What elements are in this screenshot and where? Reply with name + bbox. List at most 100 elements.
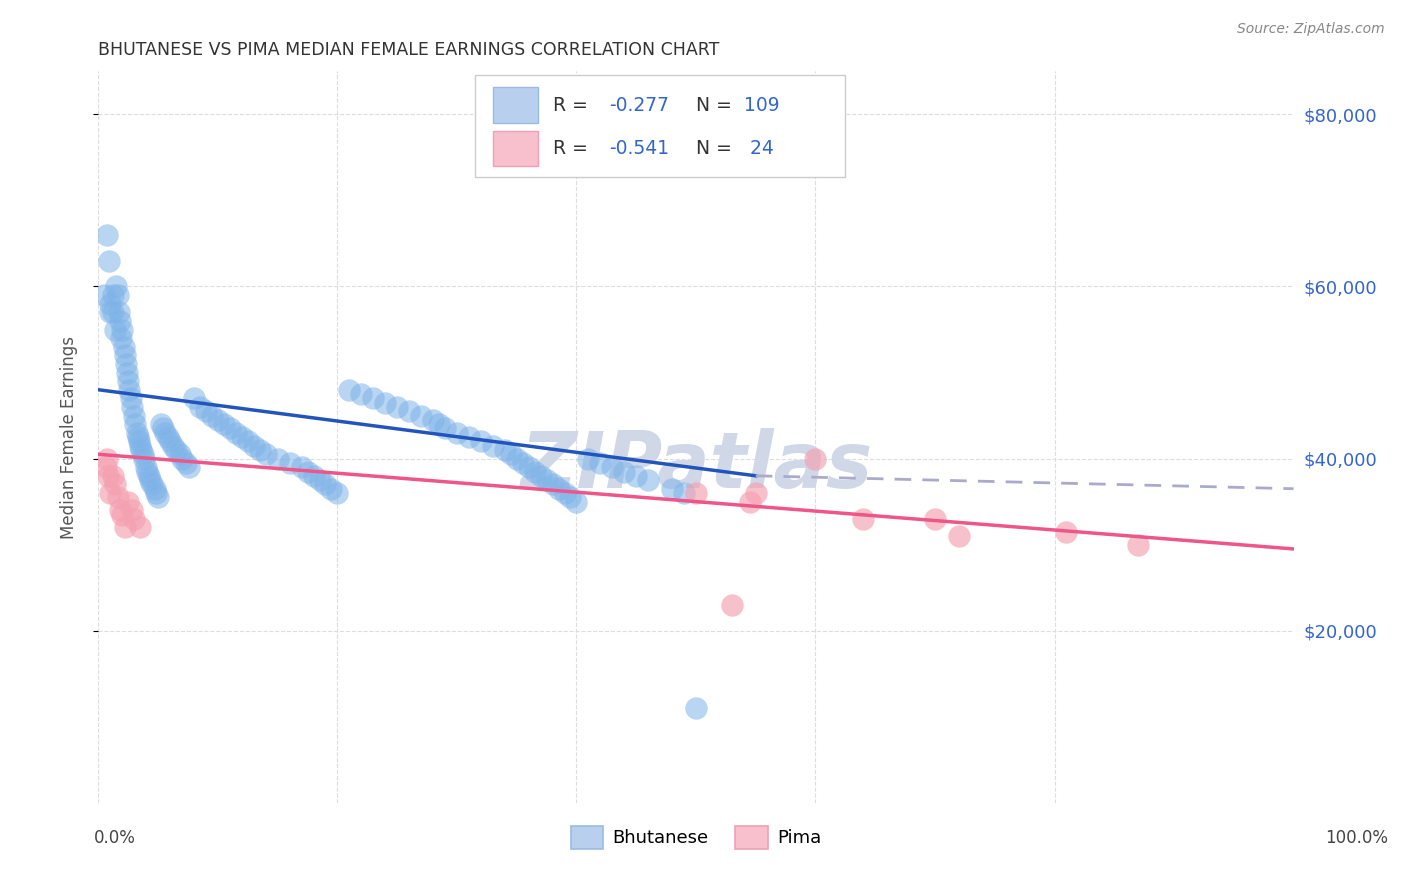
Point	[602, 460, 624, 475]
Point	[613, 465, 636, 479]
Point	[105, 279, 128, 293]
Point	[143, 482, 166, 496]
Point	[117, 494, 139, 508]
Point	[427, 417, 450, 432]
Point	[315, 477, 337, 491]
Point	[267, 451, 290, 466]
Point	[152, 421, 174, 435]
Point	[155, 425, 177, 440]
Point	[1056, 524, 1078, 539]
Point	[115, 366, 138, 380]
Text: N =: N =	[696, 95, 738, 114]
Point	[127, 430, 149, 444]
Point	[219, 421, 242, 435]
Text: -0.277: -0.277	[609, 95, 669, 114]
Point	[738, 494, 761, 508]
Point	[446, 425, 468, 440]
Point	[132, 451, 155, 466]
Point	[131, 447, 153, 461]
Point	[494, 442, 516, 457]
Point	[124, 417, 146, 432]
Point	[101, 288, 124, 302]
Point	[721, 598, 744, 612]
Point	[115, 357, 138, 371]
Point	[530, 468, 553, 483]
Point	[458, 430, 481, 444]
Point	[685, 150, 707, 164]
Point	[637, 473, 659, 487]
Text: R =: R =	[553, 139, 593, 159]
Point	[374, 395, 396, 409]
Point	[924, 512, 946, 526]
Point	[254, 447, 277, 461]
Point	[121, 400, 143, 414]
Point	[350, 387, 373, 401]
Point	[101, 468, 124, 483]
Point	[195, 404, 218, 418]
Point	[174, 456, 197, 470]
Point	[201, 409, 224, 423]
Point	[104, 477, 127, 491]
Point	[523, 465, 546, 479]
Point	[398, 404, 420, 418]
Point	[94, 460, 117, 475]
Legend: Bhutanese, Pima: Bhutanese, Pima	[564, 818, 828, 856]
Point	[159, 434, 181, 449]
Point	[98, 253, 121, 268]
Point	[297, 465, 319, 479]
Point	[135, 460, 157, 475]
Y-axis label: Median Female Earnings: Median Female Earnings	[59, 335, 77, 539]
Point	[565, 494, 588, 508]
Point	[136, 465, 159, 479]
Point	[165, 442, 187, 457]
Point	[162, 439, 184, 453]
Point	[114, 348, 136, 362]
Point	[661, 482, 683, 496]
Point	[121, 503, 143, 517]
Text: 100.0%: 100.0%	[1326, 829, 1388, 847]
Point	[139, 473, 162, 487]
Point	[470, 434, 492, 449]
Point	[183, 392, 205, 406]
Point	[363, 392, 385, 406]
Point	[578, 451, 600, 466]
Text: N =: N =	[696, 139, 738, 159]
Point	[231, 430, 253, 444]
Point	[685, 701, 707, 715]
Point	[512, 456, 534, 470]
Point	[411, 409, 433, 423]
Point	[212, 417, 235, 432]
Point	[948, 529, 970, 543]
Point	[124, 512, 146, 526]
Point	[422, 413, 444, 427]
Point	[536, 473, 558, 487]
Text: BHUTANESE VS PIMA MEDIAN FEMALE EARNINGS CORRELATION CHART: BHUTANESE VS PIMA MEDIAN FEMALE EARNINGS…	[98, 41, 720, 59]
Point	[560, 491, 582, 505]
Point	[131, 442, 153, 457]
Point	[321, 482, 343, 496]
Point	[506, 451, 529, 466]
Point	[673, 486, 696, 500]
Text: 0.0%: 0.0%	[94, 829, 136, 847]
Point	[108, 314, 131, 328]
Point	[434, 421, 457, 435]
Text: -0.541: -0.541	[609, 139, 669, 159]
Point	[517, 460, 540, 475]
Point	[308, 473, 330, 487]
Text: ZIPatlas: ZIPatlas	[520, 428, 872, 504]
Point	[685, 486, 707, 500]
Point	[125, 425, 148, 440]
Point	[852, 512, 875, 526]
Point	[112, 340, 135, 354]
Point	[541, 477, 564, 491]
Point	[111, 508, 134, 522]
Point	[101, 305, 124, 319]
Point	[547, 482, 569, 496]
Point	[104, 322, 127, 336]
Point	[172, 451, 194, 466]
Point	[141, 477, 163, 491]
Text: R =: R =	[553, 95, 593, 114]
Point	[339, 383, 361, 397]
Point	[98, 305, 122, 319]
Point	[93, 288, 115, 302]
